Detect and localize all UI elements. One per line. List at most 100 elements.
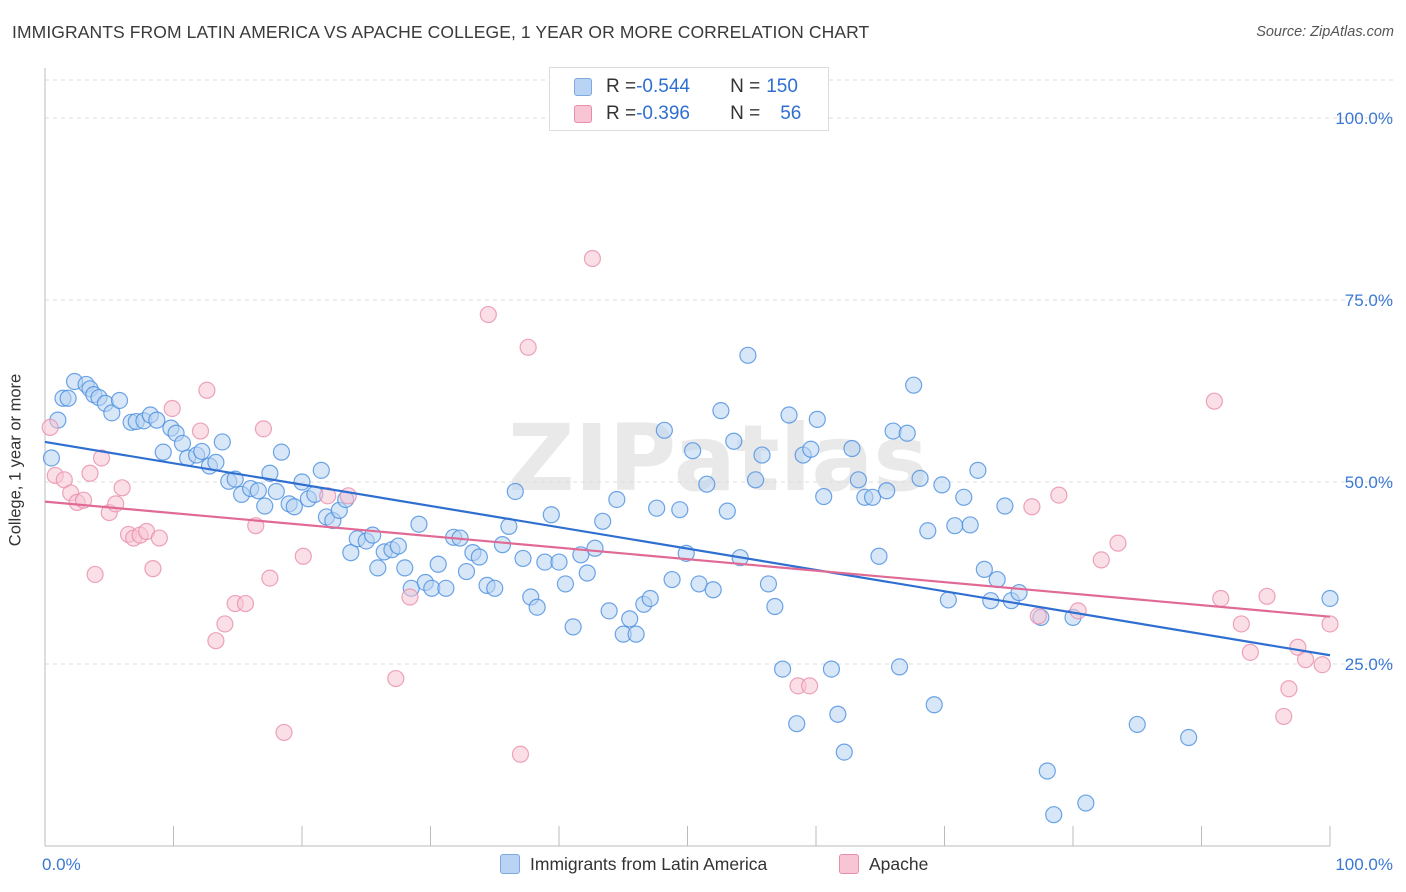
point-latin-america (671, 501, 689, 519)
point-apache (1321, 615, 1339, 633)
point-latin-america (389, 537, 407, 555)
x-tick-label: 0.0% (42, 855, 81, 874)
point-latin-america (759, 575, 778, 593)
point-latin-america (878, 482, 896, 500)
point-latin-america (870, 547, 888, 565)
point-latin-america (788, 715, 806, 733)
point-apache (1280, 680, 1298, 698)
point-latin-america (704, 581, 722, 599)
legend-n-label: N = (730, 103, 761, 124)
point-apache (1050, 486, 1068, 504)
point-apache (92, 449, 111, 467)
trendline-apache (44, 500, 1331, 618)
point-latin-america (556, 575, 575, 593)
point-latin-america (648, 499, 666, 517)
legend-row-latin-america: R = -0.544 N = 150 (574, 75, 798, 99)
point-latin-america (267, 482, 285, 501)
point-latin-america (835, 743, 853, 761)
point-latin-america (600, 602, 618, 620)
point-latin-america (996, 497, 1014, 515)
legend-r-value: -0.544 (636, 76, 690, 97)
legend-n-value: 150 (766, 76, 798, 97)
point-latin-america (608, 490, 626, 509)
point-latin-america (843, 439, 861, 458)
point-apache (216, 615, 234, 633)
point-apache (294, 547, 312, 565)
point-apache (81, 464, 99, 482)
point-latin-america (110, 391, 129, 410)
point-apache (1109, 534, 1127, 552)
point-apache (191, 422, 210, 440)
point-latin-america (905, 376, 923, 394)
point-latin-america (59, 389, 77, 407)
point-latin-america (148, 411, 166, 429)
point-latin-america (1010, 584, 1028, 602)
point-latin-america (663, 570, 681, 589)
point-apache (113, 479, 131, 497)
legend-swatch-blue (500, 854, 520, 874)
point-latin-america (514, 549, 532, 568)
point-latin-america (285, 498, 303, 516)
point-apache (339, 487, 357, 505)
point-latin-america (884, 422, 902, 440)
point-latin-america (173, 434, 192, 453)
point-apache (150, 529, 168, 547)
point-apache (198, 381, 216, 399)
point-latin-america (739, 346, 757, 364)
point-apache (86, 565, 104, 584)
correlation-legend: R = -0.544 N = 150 R = -0.396 N = 56 (549, 67, 829, 131)
legend-swatch-pink (574, 105, 592, 123)
point-latin-america (410, 515, 428, 533)
point-latin-america (429, 555, 447, 573)
point-latin-america (933, 476, 951, 494)
point-latin-america (1180, 728, 1198, 747)
point-latin-america (550, 553, 568, 571)
point-latin-america (342, 544, 360, 562)
point-latin-america (213, 433, 231, 451)
point-latin-america (815, 487, 833, 506)
point-latin-america (627, 625, 645, 643)
point-apache (144, 560, 162, 578)
point-apache (387, 669, 405, 688)
point-apache (275, 723, 293, 742)
point-latin-america (641, 589, 659, 608)
point-apache (401, 588, 419, 606)
point-latin-america (1077, 794, 1095, 812)
source-label: Source: ZipAtlas.com (1256, 24, 1394, 40)
point-latin-america (919, 522, 937, 540)
point-apache (1092, 551, 1110, 569)
point-latin-america (369, 559, 387, 577)
point-latin-america (272, 443, 291, 461)
point-latin-america (822, 660, 841, 678)
point-apache (261, 569, 279, 587)
point-latin-america (747, 471, 765, 489)
point-apache (1258, 587, 1276, 605)
point-apache (254, 420, 273, 438)
point-latin-america (698, 475, 716, 493)
y-tick-label: 25.0% (1345, 655, 1393, 674)
point-latin-america (725, 432, 743, 450)
point-latin-america (586, 539, 604, 557)
point-latin-america (802, 440, 820, 458)
point-latin-america (890, 658, 909, 676)
point-latin-america (493, 536, 512, 554)
point-latin-america (863, 488, 882, 506)
point-apache (236, 594, 255, 613)
point-apache (800, 677, 819, 695)
legend-row-apache: R = -0.396 N = 56 (574, 102, 801, 126)
point-latin-america (988, 570, 1006, 589)
y-tick-label: 75.0% (1345, 291, 1393, 310)
legend-swatch-pink (839, 854, 859, 874)
legend-item-apache: Apache (839, 851, 928, 877)
point-latin-america (961, 516, 979, 534)
point-latin-america (1038, 762, 1056, 780)
point-latin-america (312, 461, 330, 479)
point-latin-america (955, 488, 973, 506)
point-latin-america (578, 564, 596, 582)
point-apache (1275, 707, 1293, 726)
point-apache (1232, 615, 1250, 633)
point-latin-america (911, 469, 929, 487)
point-latin-america (528, 598, 546, 616)
legend-label: Apache (869, 853, 929, 874)
